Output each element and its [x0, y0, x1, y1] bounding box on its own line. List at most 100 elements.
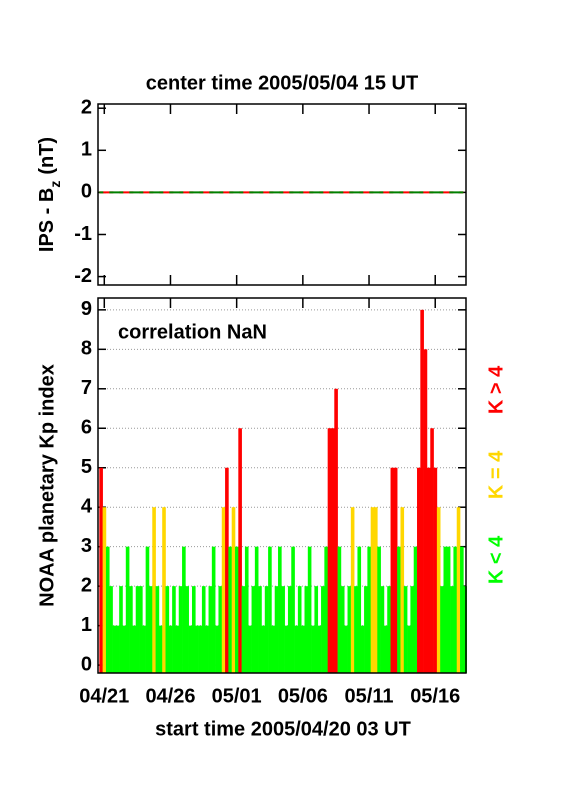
kp-bar	[413, 546, 418, 673]
kp-bar	[119, 586, 123, 673]
y-tick-label: -1	[74, 223, 92, 245]
y-axis-label-part: IPS - B	[36, 188, 58, 252]
kp-bar	[195, 625, 199, 673]
kp-bar	[403, 586, 408, 673]
kp-bar	[347, 586, 352, 673]
kp-bar	[215, 625, 219, 673]
y-tick-label: 3	[81, 535, 92, 557]
x-axis-label: start time 2005/04/20 03 UT	[155, 718, 411, 740]
kp-bar	[330, 428, 335, 673]
kp-bar	[443, 546, 448, 673]
kp-bar	[278, 546, 282, 673]
kp-bar	[321, 586, 325, 673]
kp-bar	[225, 467, 229, 673]
y-tick-label: 8	[81, 338, 92, 360]
kp-bar	[248, 625, 252, 673]
y-axis-label-part: z	[47, 181, 63, 188]
y-tick-label: 7	[81, 377, 92, 399]
kp-bar	[387, 586, 391, 673]
kp-bar	[201, 586, 206, 673]
kp-bar	[446, 546, 451, 673]
kp-bar	[129, 586, 133, 673]
kp-bar	[307, 546, 312, 673]
y-axis-label-part: (nT)	[36, 137, 58, 175]
kp-bar	[231, 507, 236, 673]
x-tick-label: 05/16	[410, 685, 460, 707]
kp-bar	[393, 467, 398, 673]
kp-bar	[139, 586, 143, 673]
annotation: correlation NaN	[118, 321, 267, 343]
kp-bar	[211, 546, 216, 673]
kp-bar	[460, 546, 464, 673]
kp-bar	[297, 586, 302, 673]
kp-bar	[109, 586, 113, 673]
x-tick-label: 05/11	[345, 685, 394, 707]
kp-bar	[142, 625, 146, 673]
kp-bar	[178, 586, 183, 673]
y-tick-label: 0	[81, 653, 92, 675]
kp-bar	[254, 546, 259, 673]
kp-bar	[102, 507, 107, 673]
kp-bar	[311, 625, 315, 673]
kp-bar	[340, 586, 345, 673]
y-tick-label: 1	[81, 139, 92, 161]
kp-bar	[314, 586, 319, 673]
kp-bar	[145, 546, 150, 673]
kp-bar	[390, 467, 395, 673]
kp-bar	[426, 467, 431, 673]
kp-bar	[407, 625, 411, 673]
kp-bar	[463, 586, 467, 673]
y-tick-label: 1	[81, 614, 92, 636]
y-tick-label: 5	[81, 456, 92, 478]
kp-bar	[261, 625, 266, 673]
kp-bar	[205, 625, 209, 673]
kp-bar	[241, 586, 246, 673]
kp-bar	[271, 625, 276, 673]
kp-bar	[281, 586, 285, 673]
kp-bar	[191, 586, 196, 673]
kp-bar	[168, 625, 173, 673]
kp-bar	[284, 625, 289, 673]
kp-bar	[162, 507, 166, 673]
kp-bar	[380, 586, 385, 673]
kp-bar	[456, 507, 461, 673]
kp-bar	[291, 546, 295, 673]
kp-bar	[274, 586, 279, 673]
kp-bar	[221, 507, 226, 673]
kp-bar	[364, 586, 368, 673]
kp-bar	[172, 586, 176, 673]
kp-bar	[152, 507, 156, 673]
kp-bar	[158, 625, 163, 673]
kp-bar	[400, 507, 405, 673]
kp-bar	[377, 546, 381, 673]
kp-bar	[410, 586, 415, 673]
kp-bar	[327, 428, 332, 673]
kp-bar	[430, 428, 434, 673]
y-tick-label: 2	[81, 574, 92, 596]
kp-bar	[304, 586, 309, 673]
y-tick-label: 6	[81, 417, 92, 439]
kp-bar	[208, 586, 213, 673]
kp-bar	[188, 625, 193, 673]
kp-bar	[112, 625, 117, 673]
kp-bar	[244, 546, 249, 673]
x-tick-label: 05/06	[278, 685, 328, 707]
legend-label: K = 4	[485, 450, 507, 499]
y-tick-label: -2	[74, 265, 92, 287]
y-axis-label: NOAA planetary Kp index	[36, 364, 58, 607]
kp-bar	[354, 586, 358, 673]
x-tick-label: 04/21	[79, 685, 129, 707]
plot-frame	[97, 297, 467, 674]
kp-bar	[367, 546, 371, 673]
kp-bar	[450, 586, 454, 673]
kp-bar	[182, 546, 186, 673]
chart-title: center time 2005/05/04 15 UT	[146, 72, 418, 94]
kp-bar	[258, 586, 262, 673]
kp-bar	[383, 625, 388, 673]
kp-bar	[436, 507, 441, 673]
kp-bar	[360, 625, 365, 673]
kp-bar	[125, 546, 130, 673]
kp-bar	[135, 586, 140, 673]
kp-bar	[175, 625, 180, 673]
